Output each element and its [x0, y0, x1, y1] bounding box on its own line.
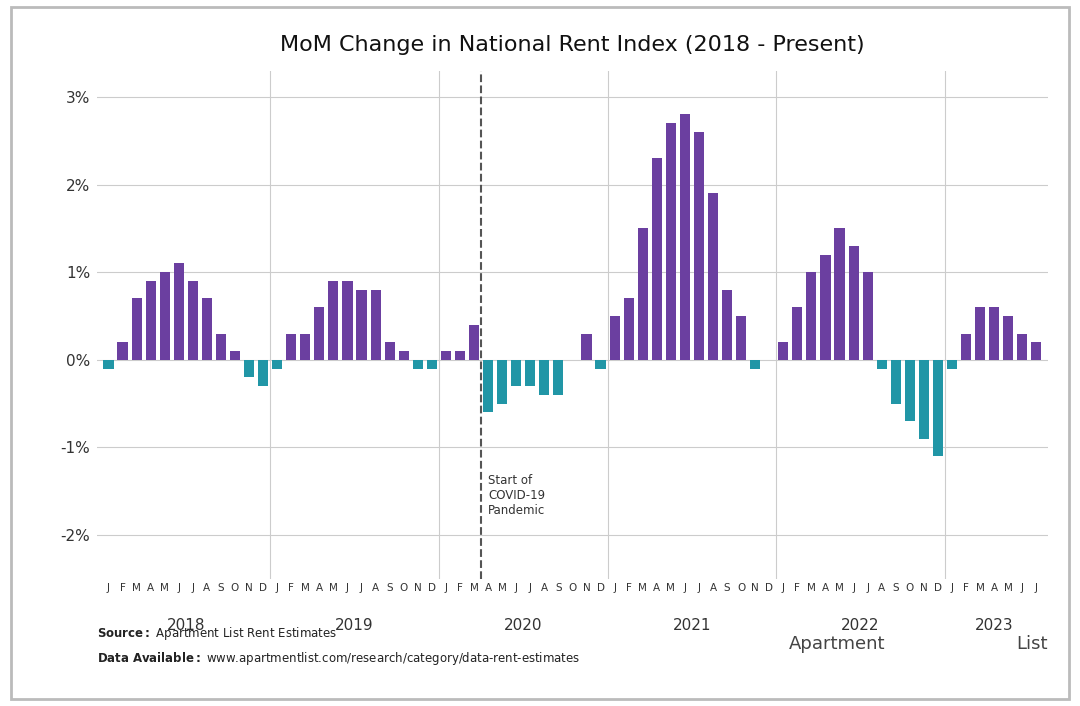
Bar [609, 316, 620, 360]
Bar [230, 351, 240, 360]
Bar [891, 360, 901, 404]
Text: $\bf{Source:}$ Apartment List Rent Estimates: $\bf{Source:}$ Apartment List Rent Estim… [97, 626, 337, 642]
Bar [723, 289, 732, 360]
Bar [1003, 316, 1013, 360]
Bar [877, 360, 887, 369]
Bar [511, 360, 522, 386]
Text: $\bf{Data\ Available:}$ www.apartmentlist.com/research/category/data-rent-estima: $\bf{Data\ Available:}$ www.apartmentlis… [97, 650, 580, 667]
Bar [342, 281, 352, 360]
Bar [427, 360, 437, 369]
Bar [821, 255, 831, 360]
Text: 2020: 2020 [504, 618, 542, 633]
Bar [961, 333, 971, 360]
Text: 2018: 2018 [166, 618, 205, 633]
Bar [863, 273, 873, 360]
Bar [595, 360, 606, 369]
Bar [947, 360, 957, 369]
Text: 2019: 2019 [335, 618, 374, 633]
Bar [244, 360, 254, 377]
Text: 2022: 2022 [841, 618, 880, 633]
Text: 2021: 2021 [673, 618, 711, 633]
Bar [975, 307, 985, 360]
Bar [919, 360, 929, 438]
Bar [384, 342, 394, 360]
Bar [581, 333, 592, 360]
Bar [314, 307, 324, 360]
Bar [525, 360, 536, 386]
Bar [132, 299, 141, 360]
Bar [707, 193, 718, 360]
Bar [258, 360, 268, 386]
Bar [356, 289, 366, 360]
Bar [483, 360, 494, 412]
Bar [286, 333, 296, 360]
Bar [651, 158, 662, 360]
Bar [807, 273, 816, 360]
Bar [328, 281, 338, 360]
Bar [118, 342, 127, 360]
Bar [370, 289, 380, 360]
Bar [623, 299, 634, 360]
Bar [737, 316, 746, 360]
Bar [539, 360, 550, 395]
Bar [665, 123, 676, 360]
Bar [188, 281, 198, 360]
Bar [104, 360, 113, 369]
Bar [989, 307, 999, 360]
Bar [751, 360, 760, 369]
Bar [413, 360, 422, 369]
Text: Apartment: Apartment [789, 635, 886, 653]
Bar [174, 263, 184, 360]
Bar [933, 360, 943, 456]
Title: MoM Change in National Rent Index (2018 - Present): MoM Change in National Rent Index (2018 … [280, 35, 865, 55]
Bar [553, 360, 564, 395]
Bar [679, 114, 690, 360]
Text: List: List [1016, 635, 1048, 653]
Bar [399, 351, 408, 360]
Bar [160, 273, 170, 360]
Bar [793, 307, 802, 360]
Bar [835, 228, 845, 360]
Bar [272, 360, 282, 369]
Text: 2023: 2023 [975, 618, 1013, 633]
Text: Start of
COVID-19
Pandemic: Start of COVID-19 Pandemic [488, 474, 545, 517]
Bar [441, 351, 451, 360]
Bar [497, 360, 508, 404]
Bar [300, 333, 310, 360]
Bar [455, 351, 465, 360]
Bar [693, 132, 704, 360]
Bar [469, 325, 480, 360]
Bar [905, 360, 915, 421]
Bar [779, 342, 788, 360]
Bar [146, 281, 156, 360]
Bar [849, 246, 859, 360]
Bar [216, 333, 226, 360]
Bar [202, 299, 212, 360]
Bar [1017, 333, 1027, 360]
Bar [637, 228, 648, 360]
Bar [1031, 342, 1041, 360]
